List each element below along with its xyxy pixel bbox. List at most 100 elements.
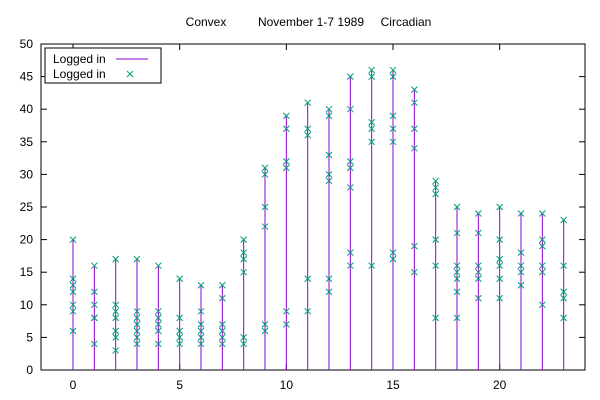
data-point [154,340,162,348]
data-point [176,314,184,322]
data-point [410,99,418,107]
data-point [346,262,354,270]
x-tick-label: 20 [493,378,507,392]
x-tick-label: 5 [176,378,183,392]
data-point [346,73,354,80]
data-point [368,125,376,133]
data-point [453,203,461,211]
data-point [282,112,290,120]
data-point [133,340,141,348]
data-point [410,144,418,152]
data-point [368,73,376,80]
data-point [325,112,333,120]
data-point [282,125,290,133]
data-point [538,262,546,270]
data-point [282,164,290,172]
data-point [538,210,546,217]
data-point [176,340,184,348]
data-point [389,249,397,256]
data-point [496,294,504,302]
x-tick-label: 15 [386,378,400,392]
data-point [410,86,418,93]
data-point [261,223,269,230]
data-point [176,334,184,341]
data-point [154,314,162,322]
data-point [197,334,205,341]
title-part-source: Convex [186,15,227,29]
data-point [282,158,290,165]
data-point [240,236,248,243]
data-point [261,327,269,335]
data-point [69,288,77,296]
data-point [69,236,77,243]
data-point [389,138,397,146]
data-point [325,171,333,178]
data-point [90,314,98,322]
data-point [325,177,333,185]
legend-entry-impulses-label: Logged in [53,52,106,66]
data-point [218,281,226,289]
data-point [432,262,440,270]
data-point [517,249,525,256]
data-point [261,321,269,328]
data-point [496,236,504,243]
data-point [282,321,290,328]
data-point [474,262,482,270]
data-point [197,321,205,328]
data-point [240,268,248,276]
y-tick-label: 0 [26,363,33,377]
data-point [154,327,162,335]
data-point [90,262,98,270]
data-point [133,321,141,328]
data-point [197,327,205,335]
data-point [218,334,226,341]
data-point [432,190,440,198]
data-point [176,275,184,283]
legend: Logged in Logged in [44,47,162,84]
y-tick-label: 50 [20,37,34,51]
data-point [389,112,397,120]
data-point [410,242,418,250]
data-point [453,314,461,322]
data-point [133,314,141,322]
data-point [453,229,461,237]
y-tick-label: 25 [20,200,34,214]
data-point [325,275,333,283]
data-point [474,268,482,276]
data-point [474,294,482,302]
data-point [453,275,461,283]
data-point [304,125,312,133]
data-point [432,314,440,322]
data-point [410,268,418,276]
data-point [474,210,482,217]
data-point [432,184,440,191]
chart-marks [69,66,568,370]
legend-entry-points-swatch [126,70,134,78]
data-point [389,255,397,263]
data-point [304,307,312,315]
data-point [133,334,141,341]
data-point [346,164,354,172]
data-point [90,288,98,296]
data-point [154,262,162,270]
data-point [538,301,546,309]
data-point [368,66,376,74]
data-point [453,262,461,270]
data-point [410,125,418,133]
data-point [517,262,525,270]
data-point [218,321,226,328]
data-point [325,288,333,296]
data-point [218,340,226,348]
data-point [218,294,226,302]
data-point [389,66,397,74]
data-point [133,255,141,263]
data-point [133,327,141,335]
data-point [368,262,376,270]
data-point [240,255,248,263]
y-tick-label: 30 [20,167,34,181]
y-tick-label: 45 [20,70,34,84]
data-point [517,281,525,289]
y-tick-label: 40 [20,102,34,116]
data-point [112,347,120,354]
data-point [346,184,354,191]
